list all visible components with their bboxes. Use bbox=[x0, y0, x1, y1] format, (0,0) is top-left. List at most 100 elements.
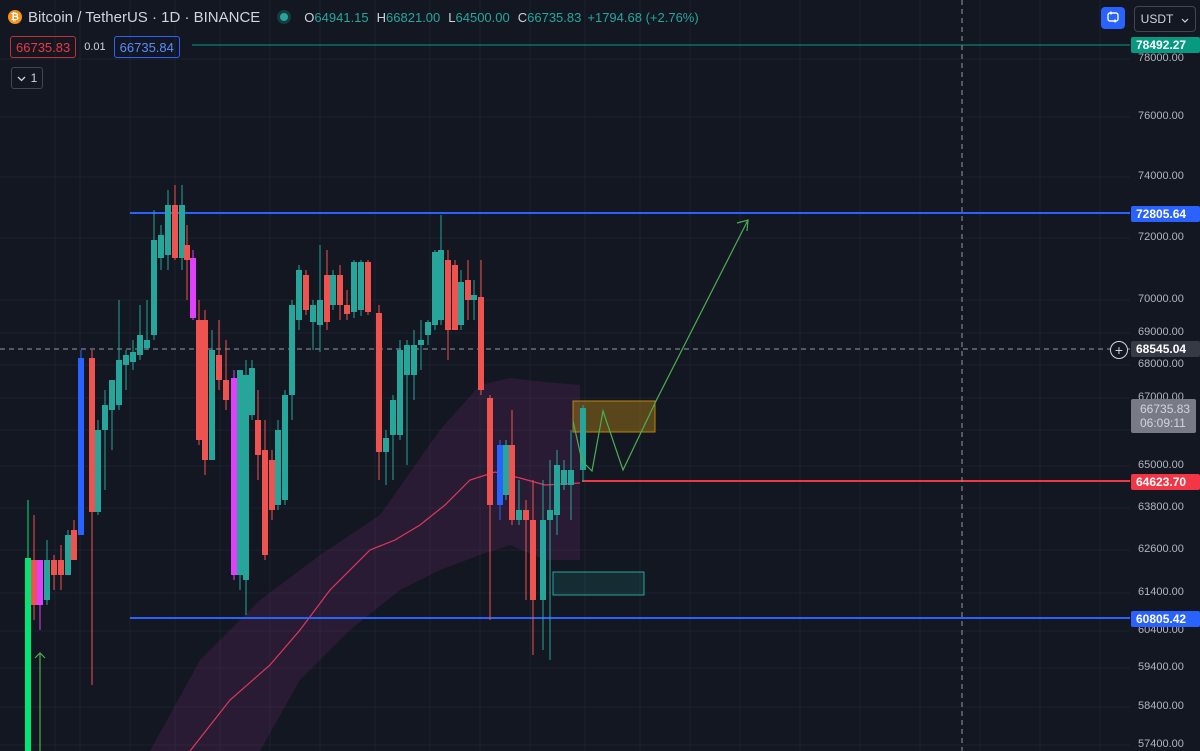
price-tick: 78000.00 bbox=[1138, 52, 1184, 64]
candle-body bbox=[540, 520, 546, 600]
candle-body bbox=[418, 340, 424, 345]
candle-body bbox=[262, 450, 268, 555]
zone-box-green[interactable] bbox=[552, 571, 645, 596]
candle bbox=[216, 320, 222, 390]
symbol-header: ₿ Bitcoin / TetherUS · 1D · BINANCE O649… bbox=[8, 6, 699, 28]
candle bbox=[324, 250, 330, 330]
candle bbox=[190, 250, 196, 320]
candle bbox=[554, 450, 560, 535]
candle-body bbox=[231, 378, 237, 575]
candle-body bbox=[376, 313, 382, 452]
price-tick: 59400.00 bbox=[1138, 661, 1184, 673]
currency-label: USDT bbox=[1140, 12, 1174, 26]
candle-body bbox=[458, 282, 464, 325]
candle-body bbox=[51, 560, 57, 575]
add-alert-icon[interactable]: + bbox=[1110, 341, 1128, 359]
candle bbox=[58, 545, 64, 590]
candle bbox=[487, 395, 493, 620]
price-label[interactable]: 64623.70 bbox=[1131, 474, 1200, 490]
sell-button[interactable]: 66735.83 bbox=[10, 36, 77, 58]
candle bbox=[130, 340, 136, 370]
candle-body bbox=[89, 358, 95, 512]
candle bbox=[78, 350, 84, 535]
candle-body bbox=[58, 560, 64, 575]
price-label[interactable]: 72805.64 bbox=[1131, 206, 1200, 222]
buy-button[interactable]: 66735.84 bbox=[113, 36, 180, 58]
candle-body bbox=[547, 510, 553, 520]
zone-box-orange[interactable] bbox=[572, 400, 656, 433]
sync-button[interactable] bbox=[1101, 7, 1125, 29]
price-tick: 69000.00 bbox=[1138, 326, 1184, 338]
candle bbox=[523, 500, 529, 600]
price-tick: 61400.00 bbox=[1138, 586, 1184, 598]
price-label[interactable]: 68545.04 bbox=[1131, 341, 1200, 357]
candle bbox=[561, 460, 567, 490]
open-key: O bbox=[304, 9, 315, 25]
candle-body bbox=[130, 352, 136, 362]
candle-body bbox=[296, 270, 302, 320]
open-value: 64941.15 bbox=[314, 9, 369, 25]
price-tick: 58400.00 bbox=[1138, 700, 1184, 712]
close-value: 66735.83 bbox=[527, 9, 582, 25]
candle bbox=[231, 370, 237, 580]
candle bbox=[51, 555, 57, 590]
candle bbox=[465, 260, 471, 320]
candle bbox=[275, 420, 281, 510]
candle bbox=[452, 260, 458, 330]
candle-body bbox=[509, 445, 515, 520]
candle-body bbox=[561, 470, 567, 485]
candle bbox=[158, 225, 164, 270]
candle bbox=[303, 270, 309, 315]
candle-body bbox=[344, 305, 350, 314]
candle-body bbox=[116, 360, 122, 405]
candle-body bbox=[497, 445, 503, 505]
candle-body bbox=[330, 275, 336, 305]
candle-body bbox=[158, 235, 164, 258]
candle-body bbox=[516, 510, 522, 520]
candle bbox=[458, 270, 464, 330]
price-tick: 63800.00 bbox=[1138, 501, 1184, 513]
candle bbox=[102, 390, 108, 490]
candlestick-series bbox=[25, 185, 586, 751]
candle-body bbox=[358, 262, 364, 310]
market-status-icon[interactable] bbox=[280, 13, 289, 21]
candle bbox=[580, 405, 586, 482]
candle-body bbox=[303, 275, 309, 310]
candle-body bbox=[269, 460, 275, 510]
candle bbox=[418, 320, 424, 370]
candle bbox=[123, 350, 129, 390]
price-label[interactable]: 78492.27 bbox=[1131, 37, 1200, 53]
price-label[interactable]: 60805.42 bbox=[1131, 611, 1200, 627]
candle bbox=[209, 330, 215, 460]
candle bbox=[249, 360, 255, 420]
current-price: 66735.83 bbox=[1140, 402, 1191, 416]
moving-average-line bbox=[189, 471, 581, 751]
candle bbox=[243, 360, 249, 615]
candle-body bbox=[172, 205, 178, 258]
candle-body bbox=[109, 380, 115, 410]
candle-body bbox=[530, 520, 536, 600]
candle bbox=[282, 390, 288, 505]
candle-body bbox=[445, 260, 451, 330]
candle-body bbox=[31, 560, 37, 605]
price-tick: 70000.00 bbox=[1138, 293, 1184, 305]
candle bbox=[337, 265, 343, 320]
candle bbox=[317, 245, 323, 352]
candle-body bbox=[209, 350, 215, 460]
trade-buttons: 66735.83 0.01 66735.84 bbox=[10, 36, 180, 58]
symbol-title[interactable]: Bitcoin / TetherUS · 1D · BINANCE bbox=[28, 8, 261, 26]
projection-path[interactable] bbox=[572, 219, 749, 473]
price-tick: 76000.00 bbox=[1138, 110, 1184, 122]
candle-body bbox=[383, 438, 389, 452]
candle-body bbox=[249, 368, 255, 415]
candle-body bbox=[465, 280, 471, 300]
candle bbox=[358, 260, 364, 316]
candle-body bbox=[243, 375, 249, 580]
candle bbox=[310, 300, 316, 350]
sync-icon bbox=[1106, 10, 1120, 27]
candle-body bbox=[144, 340, 150, 348]
currency-select[interactable]: USDT bbox=[1134, 6, 1196, 32]
candle-body bbox=[487, 398, 493, 505]
indicators-toggle[interactable]: 1 bbox=[11, 67, 43, 89]
